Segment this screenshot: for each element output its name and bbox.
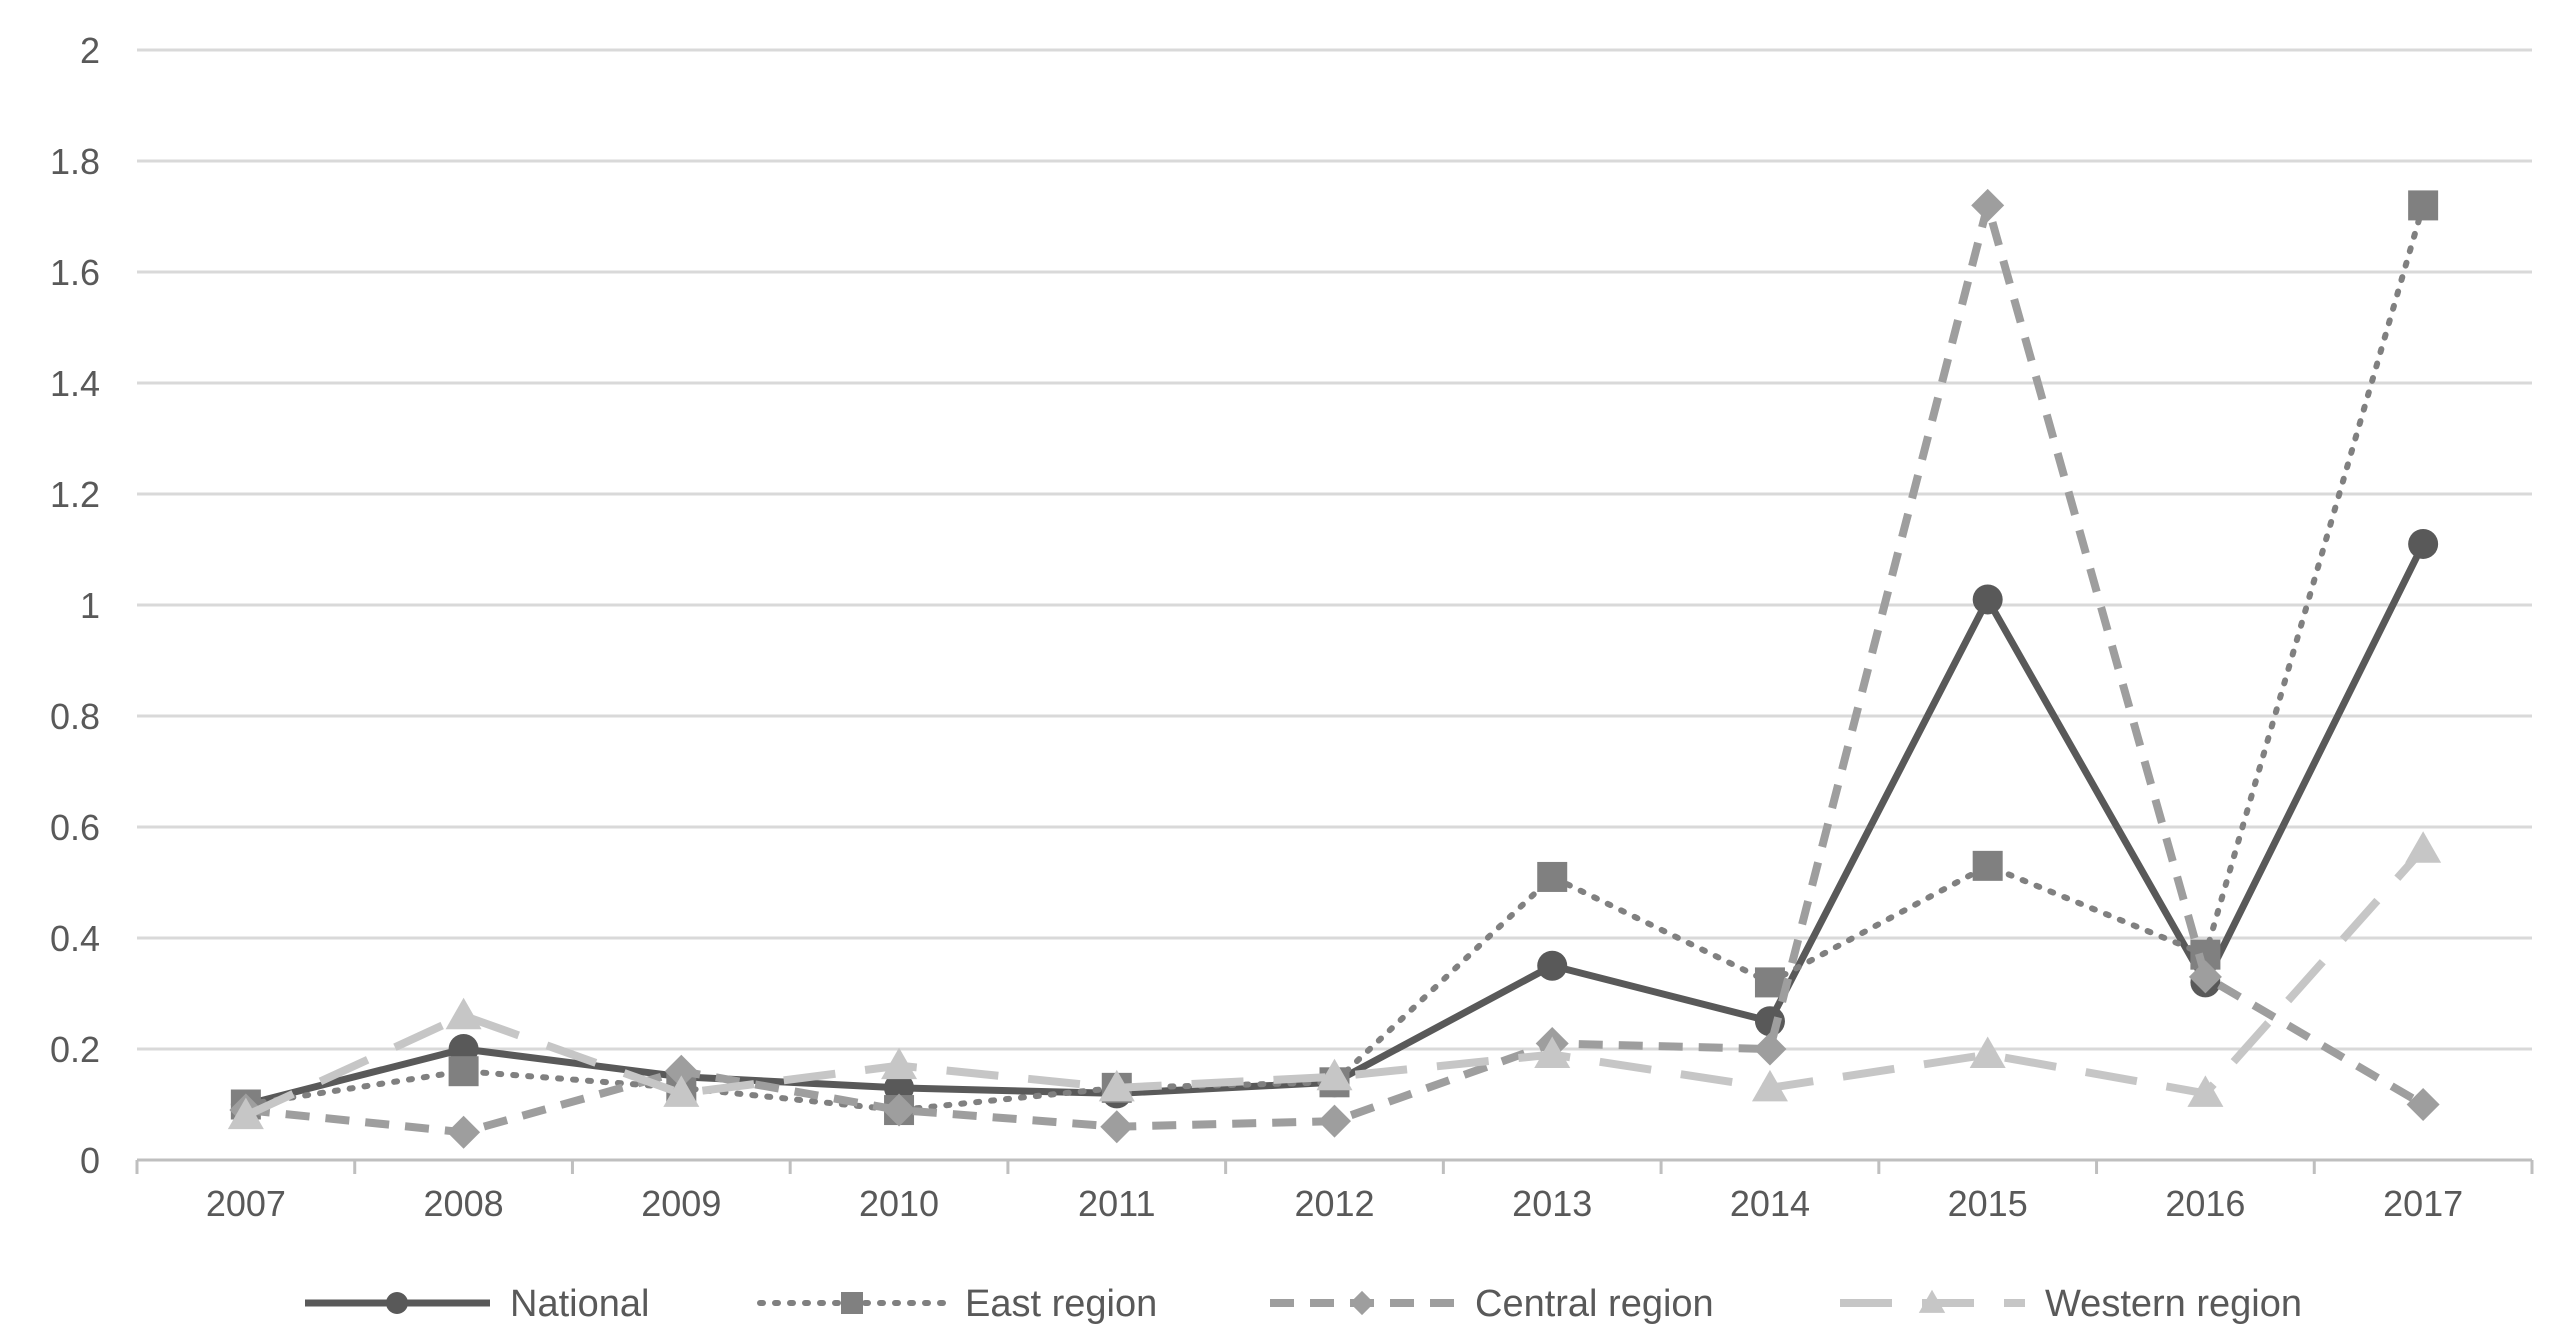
y-tick-label: 0: [80, 1140, 100, 1181]
data-point: [1753, 1032, 1787, 1066]
data-point: [2406, 1088, 2440, 1121]
x-tick-label: 2009: [641, 1183, 721, 1224]
x-tick-label: 2017: [2383, 1183, 2463, 1224]
data-point: [2408, 528, 2439, 559]
x-tick-label: 2007: [206, 1183, 286, 1224]
data-point: [1537, 950, 1568, 981]
data-point: [1971, 188, 2005, 222]
data-point: [664, 1054, 698, 1088]
x-axis: [135, 1160, 2534, 1174]
data-point: [1316, 1058, 1353, 1091]
data-point: [1972, 850, 2003, 881]
data-point: [2187, 1075, 2224, 1107]
y-tick-label: 2: [80, 30, 100, 71]
y-tick-label: 1: [80, 585, 100, 626]
data-point: [1537, 861, 1568, 892]
x-tick-label: 2008: [424, 1183, 504, 1224]
data-point: [445, 997, 482, 1030]
x-tick-label: 2011: [1078, 1183, 1155, 1224]
series-line: [245, 201, 2426, 1137]
data-point: [2408, 190, 2439, 221]
data-point: [1318, 1104, 1351, 1138]
data-point: [448, 1056, 479, 1087]
data-point: [1534, 1036, 1571, 1069]
x-tick-label: 2012: [1294, 1183, 1374, 1224]
data-point: [1751, 1069, 1788, 1102]
legend-item: East region: [757, 1283, 1157, 1325]
x-tick-label: 2014: [1730, 1183, 1810, 1224]
series-east-region: [230, 190, 2439, 1126]
series-western-region: [227, 831, 2442, 1130]
legend-item: Central region: [1270, 1283, 1714, 1325]
y-tick-label: 0.8: [50, 696, 100, 737]
data-point: [227, 1097, 264, 1130]
series-group: [227, 188, 2442, 1149]
series-central-region: [229, 188, 2440, 1149]
y-tick-label: 1.8: [50, 141, 100, 182]
x-tick-label: 2016: [2165, 1183, 2245, 1224]
data-point: [1100, 1110, 1134, 1144]
series-line: [242, 202, 2427, 1114]
legend-marker: [841, 1292, 863, 1314]
data-point: [1754, 967, 1785, 998]
x-tick-label: 2013: [1512, 1183, 1592, 1224]
y-tick-label: 1.4: [50, 363, 100, 404]
y-tick-label: 1.6: [50, 252, 100, 293]
legend-marker: [386, 1292, 408, 1314]
data-point: [1972, 584, 2003, 615]
data-point: [2188, 960, 2222, 994]
data-point: [882, 1093, 916, 1127]
y-axis-tick-labels: 0 0.2 0.4 0.6 0.8 1 1.2 1.4 1.6 1.8 2: [50, 30, 100, 1181]
legend-item: National: [305, 1283, 649, 1325]
legend-label: Western region: [2045, 1283, 2302, 1325]
x-tick-label: 2010: [859, 1183, 939, 1224]
x-tick-label: 2015: [1948, 1183, 2028, 1224]
legend-marker: [1918, 1289, 1946, 1313]
legend-label: East region: [965, 1283, 1157, 1325]
data-point: [1969, 1036, 2006, 1069]
legend-item: Western region: [1840, 1283, 2302, 1325]
data-point: [663, 1075, 700, 1107]
x-axis-tick-labels: 2007 2008 2009 2010 2011 2012 2013 2014 2015 2016…: [206, 1183, 2463, 1224]
legend: National East region Central region Western…: [305, 1283, 2302, 1325]
y-tick-label: 0.6: [50, 807, 100, 848]
data-point: [447, 1115, 481, 1149]
legend-label: National: [510, 1283, 649, 1325]
legend-marker: [1349, 1290, 1375, 1316]
data-point: [881, 1047, 918, 1080]
data-point: [1098, 1069, 1135, 1102]
series-line: [244, 542, 2427, 1108]
y-tick-label: 0.4: [50, 918, 100, 959]
data-point: [2405, 831, 2442, 863]
y-tick-label: 1.2: [50, 474, 100, 515]
legend-label: Central region: [1475, 1283, 1714, 1325]
gridlines: [137, 48, 2532, 1162]
y-tick-label: 0.2: [50, 1029, 100, 1070]
